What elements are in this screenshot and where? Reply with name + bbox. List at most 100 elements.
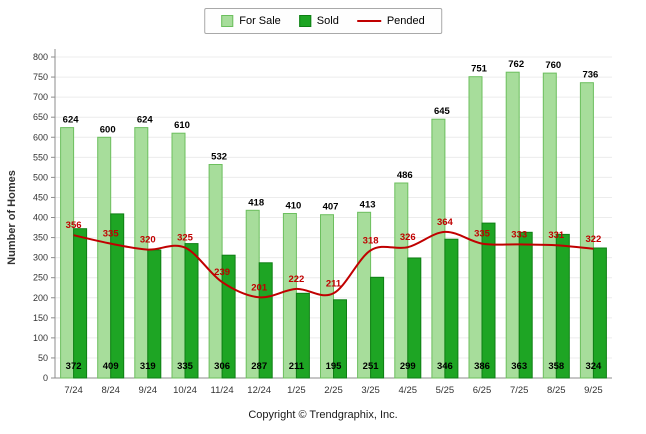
pended-line bbox=[73, 230, 594, 299]
sold-value-label: 299 bbox=[400, 361, 416, 372]
for-sale-value-label: 407 bbox=[323, 202, 339, 213]
for-sale-value-label: 751 bbox=[471, 64, 488, 75]
sold-bar bbox=[481, 222, 496, 379]
pended-value-label: 331 bbox=[548, 230, 565, 241]
x-axis-label: 9/25 bbox=[584, 385, 603, 396]
x-axis-label: 7/24 bbox=[64, 385, 83, 396]
for-sale-value-label: 610 bbox=[174, 120, 190, 131]
y-tick-label: 50 bbox=[38, 353, 48, 363]
for-sale-value-label: 600 bbox=[100, 124, 116, 135]
for-sale-value-label: 413 bbox=[360, 199, 376, 210]
sold-value-label: 409 bbox=[103, 361, 119, 372]
legend-label-pended: Pended bbox=[386, 15, 425, 27]
sold-bar bbox=[370, 276, 385, 379]
for-sale-value-label: 762 bbox=[508, 59, 524, 70]
legend-label-sold: Sold bbox=[316, 15, 339, 27]
copyright-text: Copyright © Trendgraphix, Inc. bbox=[248, 409, 398, 421]
y-tick-label: 500 bbox=[33, 172, 48, 182]
pended-value-label: 356 bbox=[66, 220, 82, 231]
y-tick-label: 200 bbox=[33, 293, 48, 303]
x-axis-label: 6/25 bbox=[473, 385, 492, 396]
for-sale-bar bbox=[468, 76, 483, 379]
sold-bar bbox=[184, 243, 199, 379]
sold-value-label: 346 bbox=[437, 361, 453, 372]
for-sale-value-label: 486 bbox=[397, 170, 413, 181]
for-sale-bar bbox=[97, 136, 112, 379]
sold-value-label: 386 bbox=[474, 361, 490, 372]
legend-item-pended: Pended bbox=[356, 15, 425, 27]
sold-value-label: 363 bbox=[511, 361, 527, 372]
for-sale-bar bbox=[542, 72, 557, 379]
x-axis-label: 5/25 bbox=[436, 385, 455, 396]
for-sale-value-label: 410 bbox=[285, 201, 301, 212]
sold-bar bbox=[110, 213, 125, 379]
pended-value-label: 326 bbox=[400, 232, 416, 243]
y-tick-label: 550 bbox=[33, 152, 48, 162]
pended-value-label: 318 bbox=[363, 235, 379, 246]
x-axis-label: 8/24 bbox=[101, 385, 120, 396]
sold-bar bbox=[444, 238, 459, 379]
x-axis-label: 8/25 bbox=[547, 385, 566, 396]
x-axis-label: 9/24 bbox=[139, 385, 158, 396]
sold-bar bbox=[295, 292, 310, 379]
for-sale-value-label: 645 bbox=[434, 106, 451, 117]
y-tick-label: 800 bbox=[33, 52, 48, 62]
for-sale-value-label: 624 bbox=[63, 115, 80, 126]
sold-value-label: 306 bbox=[214, 361, 230, 372]
sold-value-label: 335 bbox=[177, 361, 194, 372]
for-sale-bar bbox=[394, 182, 409, 379]
x-axis-label: 7/25 bbox=[510, 385, 529, 396]
for-sale-value-label: 736 bbox=[582, 70, 598, 81]
y-tick-label: 0 bbox=[43, 373, 48, 383]
sold-bar bbox=[258, 262, 273, 379]
x-axis-label: 4/25 bbox=[399, 385, 418, 396]
sold-bar bbox=[147, 249, 162, 379]
x-axis-label: 11/24 bbox=[211, 385, 234, 396]
for-sale-bar bbox=[282, 213, 297, 379]
pended-value-label: 335 bbox=[474, 229, 491, 240]
for-sale-value-label: 418 bbox=[248, 197, 264, 208]
pended-value-label: 335 bbox=[103, 229, 120, 240]
for-sale-bar bbox=[431, 118, 446, 379]
y-tick-label: 100 bbox=[33, 333, 48, 343]
x-axis-label: 10/24 bbox=[173, 385, 197, 396]
y-tick-label: 300 bbox=[33, 253, 48, 263]
for-sale-value-label: 532 bbox=[211, 152, 227, 163]
y-tick-label: 600 bbox=[33, 132, 48, 142]
for-sale-bar bbox=[60, 127, 75, 379]
for-sale-bar bbox=[134, 127, 149, 379]
sold-value-label: 287 bbox=[251, 361, 267, 372]
sold-swatch bbox=[298, 15, 311, 27]
legend-item-for-sale: For Sale bbox=[221, 15, 281, 27]
y-tick-label: 750 bbox=[33, 72, 48, 82]
sold-bar bbox=[592, 247, 607, 379]
for-sale-value-label: 624 bbox=[137, 115, 154, 126]
for-sale-value-label: 760 bbox=[545, 60, 561, 71]
y-tick-label: 700 bbox=[33, 92, 48, 102]
pended-value-label: 320 bbox=[140, 235, 156, 246]
sold-value-label: 319 bbox=[140, 361, 156, 372]
sold-value-label: 211 bbox=[289, 361, 305, 372]
for-sale-swatch bbox=[221, 15, 234, 27]
x-axis-label: 12/24 bbox=[247, 385, 271, 396]
sold-bar bbox=[407, 257, 422, 379]
sold-value-label: 358 bbox=[548, 361, 564, 372]
y-tick-label: 400 bbox=[33, 213, 48, 223]
for-sale-bar bbox=[505, 71, 520, 379]
for-sale-bar bbox=[171, 132, 186, 379]
x-axis-label: 1/25 bbox=[287, 385, 306, 396]
sold-bar bbox=[333, 299, 347, 379]
legend-item-sold: Sold bbox=[298, 15, 339, 27]
pended-value-label: 222 bbox=[288, 274, 304, 285]
pended-value-label: 239 bbox=[214, 267, 230, 278]
y-tick-label: 150 bbox=[33, 313, 48, 323]
y-tick-label: 650 bbox=[33, 112, 48, 122]
sold-value-label: 195 bbox=[326, 361, 343, 372]
pended-value-label: 333 bbox=[511, 229, 527, 240]
pended-value-label: 201 bbox=[251, 282, 268, 293]
pended-value-label: 211 bbox=[326, 278, 342, 289]
legend-label-for-sale: For Sale bbox=[239, 15, 281, 27]
y-axis-title: Number of Homes bbox=[6, 170, 18, 265]
pended-value-label: 364 bbox=[437, 217, 454, 228]
